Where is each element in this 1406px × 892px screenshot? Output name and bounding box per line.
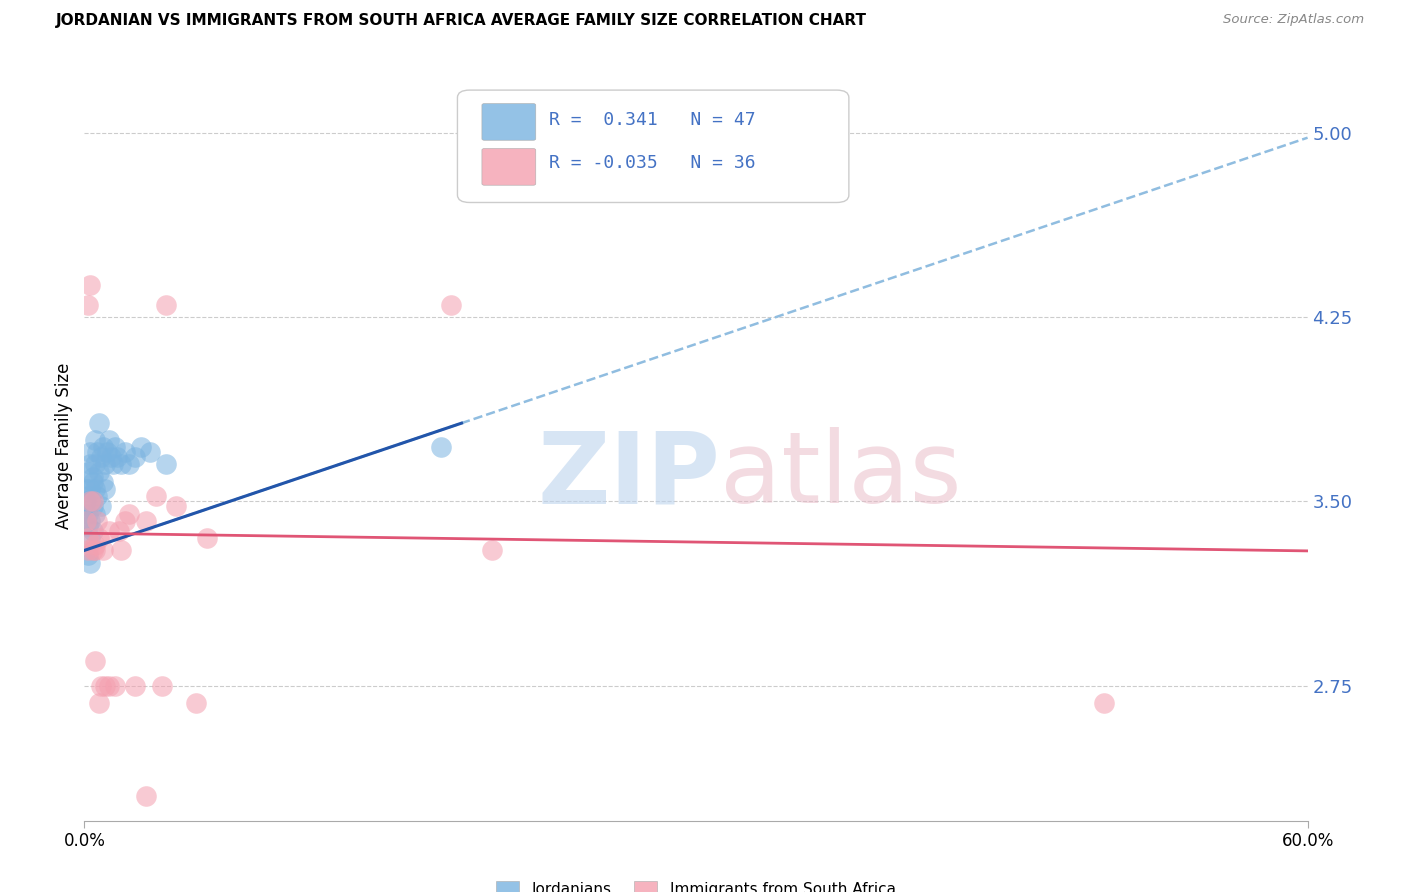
- Legend: Jordanians, Immigrants from South Africa: Jordanians, Immigrants from South Africa: [491, 875, 901, 892]
- Point: [75, 514, 97, 528]
- Point: [96, 445, 118, 459]
- Point: [75, 514, 97, 528]
- Point: [100, 450, 122, 464]
- Y-axis label: Average Family Size: Average Family Size: [55, 363, 73, 529]
- Point: [79, 494, 101, 508]
- Point: [77, 543, 100, 558]
- Point: [77, 519, 100, 533]
- Point: [87, 696, 110, 710]
- Point: [90, 450, 112, 464]
- Point: [110, 543, 132, 558]
- Point: [114, 514, 136, 528]
- Point: [118, 507, 141, 521]
- Point: [77, 298, 100, 312]
- Text: Source: ZipAtlas.com: Source: ZipAtlas.com: [1223, 13, 1364, 27]
- Point: [93, 458, 117, 472]
- Point: [82, 543, 104, 558]
- Point: [135, 514, 157, 528]
- Point: [186, 696, 208, 710]
- Point: [82, 494, 104, 508]
- Point: [195, 531, 218, 545]
- Point: [87, 531, 110, 545]
- Point: [83, 539, 105, 553]
- Point: [93, 482, 117, 496]
- Point: [77, 549, 100, 563]
- FancyBboxPatch shape: [482, 149, 536, 186]
- FancyBboxPatch shape: [457, 90, 849, 202]
- Point: [83, 458, 105, 472]
- Point: [91, 440, 114, 454]
- Text: R =  0.341   N = 47: R = 0.341 N = 47: [550, 112, 756, 129]
- Point: [79, 278, 101, 293]
- Point: [150, 679, 173, 693]
- Point: [138, 445, 160, 459]
- Text: ZIP: ZIP: [537, 427, 720, 524]
- Point: [87, 416, 110, 430]
- Point: [86, 445, 108, 459]
- Point: [75, 494, 97, 508]
- Point: [86, 514, 108, 528]
- Point: [114, 445, 136, 459]
- Point: [135, 789, 157, 803]
- Point: [108, 524, 131, 538]
- Point: [77, 531, 100, 545]
- Point: [83, 433, 105, 447]
- Point: [79, 458, 101, 472]
- Point: [430, 440, 453, 454]
- Point: [91, 543, 114, 558]
- Point: [97, 524, 120, 538]
- Point: [1092, 696, 1115, 710]
- Point: [79, 514, 101, 528]
- Text: atlas: atlas: [720, 427, 962, 524]
- Point: [91, 475, 114, 489]
- Text: R = -0.035   N = 36: R = -0.035 N = 36: [550, 153, 756, 172]
- Point: [79, 482, 101, 496]
- Point: [77, 499, 100, 513]
- Point: [105, 450, 128, 464]
- Point: [104, 440, 127, 454]
- Point: [77, 507, 100, 521]
- Point: [155, 458, 177, 472]
- Point: [124, 450, 146, 464]
- Point: [101, 458, 124, 472]
- Point: [155, 298, 177, 312]
- Point: [90, 499, 112, 513]
- Point: [83, 482, 105, 496]
- Point: [481, 543, 503, 558]
- Point: [83, 654, 105, 668]
- Point: [97, 433, 120, 447]
- Point: [110, 458, 132, 472]
- Point: [124, 679, 146, 693]
- Point: [86, 489, 108, 503]
- Point: [131, 440, 153, 454]
- Point: [82, 475, 104, 489]
- Point: [82, 469, 104, 483]
- Point: [77, 489, 100, 503]
- Point: [145, 489, 167, 503]
- Point: [440, 298, 463, 312]
- Text: JORDANIAN VS IMMIGRANTS FROM SOUTH AFRICA AVERAGE FAMILY SIZE CORRELATION CHART: JORDANIAN VS IMMIGRANTS FROM SOUTH AFRIC…: [56, 13, 868, 29]
- Point: [165, 499, 187, 513]
- Point: [97, 679, 120, 693]
- FancyBboxPatch shape: [482, 103, 536, 140]
- Point: [90, 679, 112, 693]
- Point: [79, 445, 101, 459]
- Point: [83, 507, 105, 521]
- Point: [77, 465, 100, 479]
- Point: [87, 465, 110, 479]
- Point: [83, 543, 105, 558]
- Point: [118, 458, 141, 472]
- Point: [104, 679, 127, 693]
- Point: [75, 482, 97, 496]
- Point: [79, 556, 101, 570]
- Point: [93, 679, 117, 693]
- Point: [82, 499, 104, 513]
- Point: [79, 531, 101, 545]
- Point: [82, 524, 104, 538]
